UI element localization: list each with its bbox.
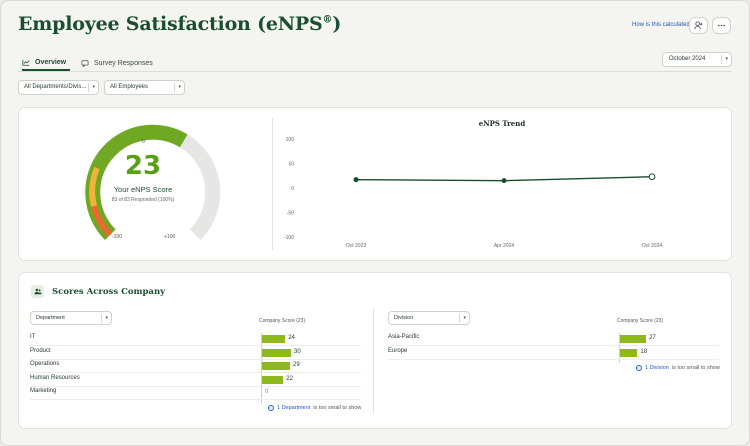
department-group-select[interactable]: Department ▾ xyxy=(30,311,112,325)
score-bar xyxy=(262,362,291,370)
trend-point[interactable] xyxy=(501,178,507,184)
y-tick-label: 0 xyxy=(291,186,294,192)
trend-point[interactable] xyxy=(353,177,359,183)
y-tick-label: -100 xyxy=(284,235,294,241)
x-tick-label: Oct 2024 xyxy=(642,243,663,249)
response-count: 83 of 83 Responded (100%) xyxy=(111,197,175,203)
trend-chart-title: eNPS Trend xyxy=(478,119,526,128)
row-divider xyxy=(30,399,361,400)
gauge-fill xyxy=(85,124,188,240)
row-divider xyxy=(30,345,361,346)
gauge-min-label: -100 xyxy=(112,234,123,240)
score-bar xyxy=(620,335,647,343)
chevron-down-icon: ▾ xyxy=(459,314,466,323)
department-hidden-link[interactable]: 1 Department xyxy=(277,405,311,411)
score-value: 30 xyxy=(294,348,301,355)
tab-overview-label: Overview xyxy=(35,59,67,66)
division-hidden-link[interactable]: 1 Division xyxy=(645,365,669,371)
score-row-label: Marketing xyxy=(30,388,57,394)
employee-filter[interactable]: All Employees ▾ xyxy=(104,80,185,95)
score-row-label: Asia-Pacific xyxy=(388,334,420,340)
gauge-max-label: +100 xyxy=(164,234,176,240)
department-hidden-note: i 1 Department is too small to show xyxy=(268,405,361,411)
enps-trend-chart: 100 50 0 -50 -100 Oct 2023 Apr 2024 Oct 2024 xyxy=(284,137,663,249)
score-row-label: Product xyxy=(30,347,51,354)
x-tick-label: Oct 2023 xyxy=(346,243,367,249)
score-row-label: Human Resources xyxy=(30,374,80,381)
how-calculated-link[interactable]: How is this calculated? xyxy=(632,22,694,28)
chart-icon xyxy=(22,59,30,66)
score-axis-line xyxy=(619,333,620,363)
people-icon xyxy=(31,285,44,298)
gauge-low-segment xyxy=(91,205,113,237)
chevron-down-icon: ▾ xyxy=(88,83,95,92)
employee-filter-value: All Employees xyxy=(110,84,149,90)
scores-header: Scores Across Company xyxy=(31,285,165,298)
more-options-button[interactable] xyxy=(712,17,731,34)
left-company-score-header: Company Score (23) xyxy=(259,318,306,324)
score-axis-line xyxy=(261,333,262,404)
scores-divider xyxy=(373,309,374,413)
tab-survey-responses[interactable]: Survey Responses xyxy=(81,56,153,71)
chevron-down-icon: ▾ xyxy=(174,83,181,92)
chat-icon xyxy=(81,60,89,67)
row-divider xyxy=(388,345,719,346)
division-group-select[interactable]: Division ▾ xyxy=(388,311,470,325)
department-hidden-text: is too small to show xyxy=(313,405,362,411)
y-tick-label: 100 xyxy=(286,137,295,143)
period-select-value: October 2024 xyxy=(669,56,706,62)
chevron-down-icon: ▾ xyxy=(721,55,728,64)
y-tick-label: -50 xyxy=(287,211,294,217)
chevron-down-icon: ▾ xyxy=(101,314,108,323)
row-divider xyxy=(30,372,361,373)
tab-bar: Overview Survey Responses xyxy=(18,51,732,72)
info-icon: i xyxy=(636,365,642,371)
scores-card xyxy=(18,272,732,429)
score-bar xyxy=(620,348,638,357)
add-user-button[interactable] xyxy=(689,17,708,34)
enps-score-label: Your eNPS Score xyxy=(113,185,173,194)
row-divider xyxy=(30,358,361,360)
trend-point[interactable] xyxy=(648,173,656,181)
info-icon: i xyxy=(268,405,274,411)
division-hidden-text: is too small to show xyxy=(671,365,720,371)
department-group-value: Department xyxy=(36,315,65,321)
department-filter[interactable]: All Departments/Divis... ▾ xyxy=(18,80,99,95)
tab-overview[interactable]: Overview xyxy=(22,56,70,71)
period-select[interactable]: October 2024 ▾ xyxy=(662,52,732,67)
enps-score-value: 23 xyxy=(124,151,162,181)
page-title: Employee Satisfaction (eNPS®) xyxy=(18,13,342,35)
score-bar xyxy=(262,348,291,357)
score-value: 24 xyxy=(288,335,295,341)
y-tick-label: 50 xyxy=(288,162,294,168)
gauge-mid-segment xyxy=(89,166,100,207)
right-company-score-header: Company Score (23) xyxy=(617,318,664,324)
department-filter-value: All Departments/Divis... xyxy=(24,84,87,90)
tab-survey-responses-label: Survey Responses xyxy=(94,60,153,67)
score-value: 22 xyxy=(286,375,293,382)
x-tick-label: Apr 2024 xyxy=(494,243,515,249)
enps-gauge xyxy=(85,124,221,240)
add-user-icon xyxy=(694,21,703,30)
row-divider xyxy=(30,385,361,387)
score-row-label: Operations xyxy=(30,361,60,367)
score-value: 18 xyxy=(640,348,648,355)
score-value: 29 xyxy=(293,362,300,368)
score-value: 27 xyxy=(649,335,656,341)
division-hidden-note: i 1 Division is too small to show xyxy=(636,365,720,371)
score-value: 0 xyxy=(265,389,269,395)
gauge-mid-label: 0 xyxy=(142,139,145,145)
more-dots-icon xyxy=(717,24,726,27)
row-divider xyxy=(388,358,719,360)
card-divider xyxy=(272,118,273,250)
scores-title: Scores Across Company xyxy=(52,286,166,297)
score-row-label: Europe xyxy=(388,347,408,354)
score-bar xyxy=(262,375,284,384)
division-group-value: Division xyxy=(394,315,414,321)
score-row-label: IT xyxy=(30,334,36,340)
score-bar xyxy=(262,335,286,343)
